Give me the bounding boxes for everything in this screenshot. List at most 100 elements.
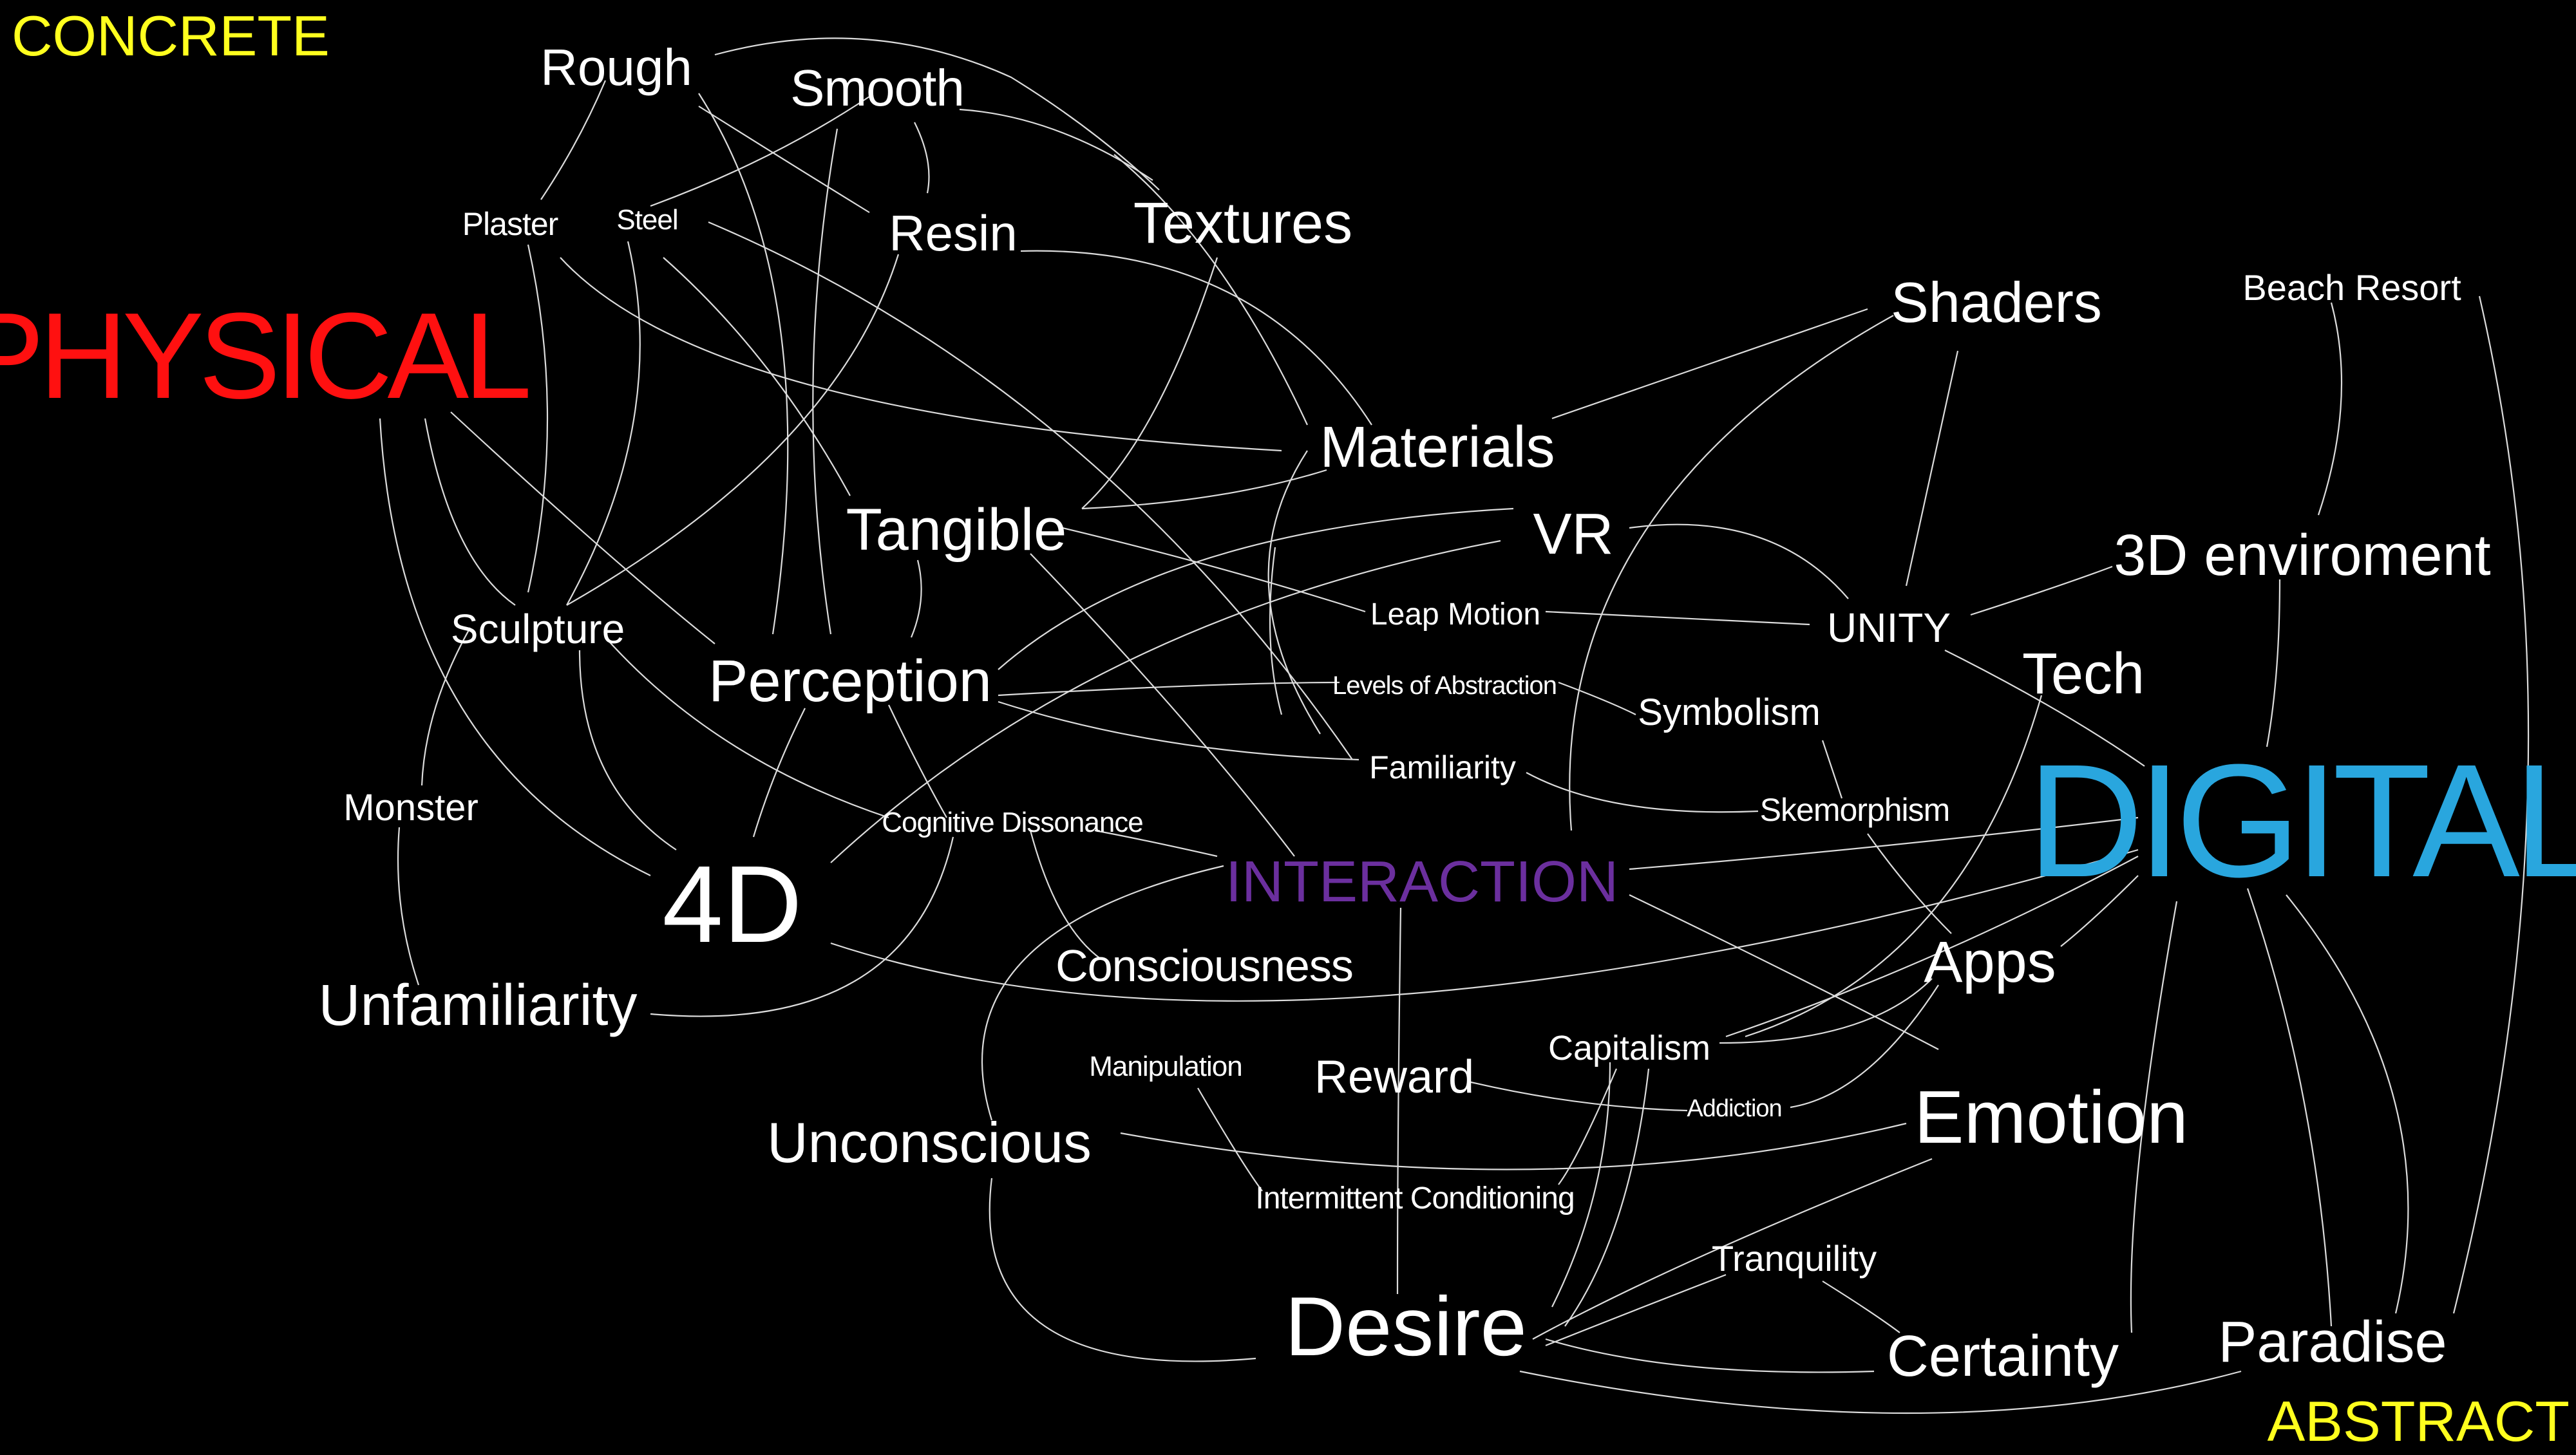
link-unity-3d — [1970, 565, 2113, 616]
link-tangible-perception — [910, 559, 922, 638]
node-manipulation: Manipulation — [1089, 1051, 1242, 1082]
node-unfamiliarity: Unfamiliarity — [318, 973, 638, 1038]
link-materials-shaders — [1551, 308, 1868, 420]
node-unity: UNITY — [1827, 605, 1951, 651]
link-desire-paradise — [1519, 1370, 2242, 1414]
link-rough-resin — [698, 106, 870, 213]
link-digital-capitalism — [1725, 856, 2139, 1038]
node-cognitive-dissonance: Cognitive Dissonance — [882, 807, 1144, 838]
node-plaster: Plaster — [462, 206, 559, 242]
link-capitalism-intermittent — [1558, 1068, 1618, 1185]
link-steel-tangible — [663, 257, 851, 496]
node-levels-of-abstraction: Levels of Abstraction — [1332, 671, 1557, 700]
link-3d-digital — [2266, 579, 2281, 747]
link-unconscious-emotion — [1120, 1122, 1907, 1170]
link-smooth-resin — [914, 122, 930, 194]
link-physical-sculpture — [424, 418, 516, 606]
link-symbolism-skemorphism — [1821, 740, 1843, 799]
link-apps-capitalism — [1719, 978, 1933, 1044]
node-textures: Textures — [1133, 191, 1353, 256]
link-smooth-textures — [959, 108, 1153, 181]
node-beach-resort: Beach Resort — [2242, 267, 2461, 308]
link-levels-symbolism — [1558, 681, 1636, 715]
link-cognitive-interaction — [1094, 829, 1218, 858]
node-symbolism: Symbolism — [1638, 691, 1821, 733]
link-unconscious-desire — [989, 1178, 1256, 1362]
link-4d-vr — [830, 540, 1501, 863]
node-desire: Desire — [1285, 1279, 1527, 1373]
link-steel-familiarity — [708, 221, 1353, 760]
link-sculpture-cognitive — [605, 637, 889, 819]
link-plaster-materials — [560, 257, 1282, 452]
node-reward: Reward — [1314, 1051, 1475, 1103]
link-smooth-perception — [812, 128, 838, 635]
link-rough-plaster — [540, 80, 607, 200]
link-physical-perception — [450, 411, 715, 644]
link-sculpture-monster — [421, 627, 471, 786]
link-shaders-interaction — [1569, 315, 1894, 831]
node-tech: Tech — [2022, 642, 2145, 706]
node-vr: VR — [1533, 502, 1614, 567]
link-physical-4d — [379, 418, 651, 876]
node-emotion: Emotion — [1914, 1075, 2188, 1159]
link-interaction-emotion — [1629, 894, 1939, 1050]
link-sculpture-4d — [578, 650, 677, 850]
link-perception-4d — [752, 708, 806, 838]
link-emotion-desire — [1532, 1158, 1933, 1340]
node-shaders: Shaders — [1891, 270, 2102, 334]
corner-label-abstract: ABSTRACT — [2267, 1389, 2570, 1453]
link-resin-materials — [1020, 250, 1372, 426]
link-manipulation-intermittent — [1197, 1087, 1263, 1192]
corner-label-concrete: CONCRETE — [12, 4, 330, 68]
link-textures-tangible — [1081, 257, 1218, 509]
link-beach-paradise — [2452, 296, 2530, 1314]
node-skemorphism: Skemorphism — [1759, 792, 1951, 828]
node-intermittent-conditioning: Intermittent Conditioning — [1255, 1181, 1575, 1216]
link-tangible-interaction — [1030, 553, 1295, 857]
link-materials-familiarity — [1267, 450, 1321, 735]
link-4d-digital — [830, 849, 2139, 1002]
link-rough-smooth — [714, 37, 1160, 191]
link-smooth-steel — [650, 96, 870, 207]
link-leapmotion-unity — [1545, 610, 1810, 626]
link-unfamiliarity-cognitive — [650, 836, 954, 1017]
node-resin: Resin — [889, 205, 1018, 261]
node-3d-enviroment: 3D enviroment — [2114, 523, 2491, 588]
node-steel: Steel — [616, 204, 678, 236]
node-monster: Monster — [343, 787, 478, 829]
link-capitalism-desire-2 — [1564, 1068, 1650, 1327]
node-sculpture: Sculpture — [450, 606, 625, 652]
link-vr-levels — [1269, 547, 1283, 715]
link-tangible-leapmotion — [1062, 527, 1366, 613]
link-digital-paradise-2 — [2286, 894, 2409, 1314]
link-digital-paradise — [2246, 888, 2333, 1327]
link-cognitive-consciousness — [1029, 830, 1102, 960]
link-desire-certainty — [1545, 1338, 1875, 1373]
link-apps-addiction — [1790, 984, 1939, 1109]
node-apps: Apps — [1924, 930, 2056, 995]
node-digital: DIGITAL — [2027, 731, 2576, 910]
link-interaction-desire — [1396, 907, 1402, 1295]
link-digital-certainty — [2130, 901, 2178, 1333]
node-capitalism: Capitalism — [1548, 1029, 1711, 1067]
link-beach-3d — [2317, 302, 2343, 516]
link-capitalism-desire — [1551, 1062, 1611, 1308]
node-physical: PHYSICAL — [0, 288, 532, 424]
link-perception-vr — [998, 507, 1514, 670]
node-consciousness: Consciousness — [1056, 941, 1354, 991]
node-smooth: Smooth — [790, 59, 965, 117]
node-tranquility: Tranquility — [1711, 1238, 1877, 1279]
node-4d: 4D — [662, 843, 802, 966]
link-familiarity-skemorphism — [1526, 772, 1759, 813]
link-resin-sculpture — [566, 254, 900, 606]
node-materials: Materials — [1320, 415, 1555, 480]
link-interaction-unconscious — [981, 865, 1224, 1121]
node-paradise: Paradise — [2218, 1310, 2447, 1375]
link-tranquility-certainty — [1822, 1281, 1900, 1333]
node-familiarity: Familiarity — [1369, 749, 1516, 785]
link-tranquility-desire — [1545, 1273, 1727, 1347]
link-interaction-digital — [1629, 816, 2139, 870]
link-textures-materials — [1113, 154, 1308, 426]
